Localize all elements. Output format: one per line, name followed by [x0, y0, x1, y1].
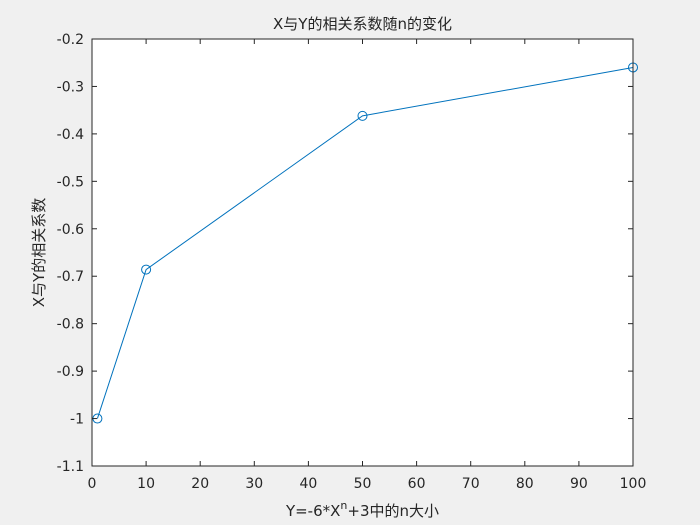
- y-tick-label: -1.1: [57, 459, 84, 475]
- x-tick-label: 30: [245, 476, 263, 492]
- x-tick-label: 70: [462, 476, 480, 492]
- y-axis-ticks: -0.2 -0.3 -0.4 -0.5 -0.6 -0.7 -0.8 -0.9 -1 -1.1: [57, 32, 633, 475]
- y-axis-title: X与Y的相关系数: [30, 198, 48, 307]
- data-point-marker: [141, 264, 152, 275]
- x-tick-label: 20: [191, 476, 209, 492]
- y-tick-label: -0.3: [57, 79, 84, 95]
- y-tick-label: -0.8: [57, 317, 84, 333]
- x-tick-label: 40: [299, 476, 317, 492]
- y-tick-label: -0.7: [57, 269, 84, 285]
- x-tick-label: 100: [620, 476, 647, 492]
- y-tick-label: -1: [70, 412, 84, 428]
- chart-title: X与Y的相关系数随n的变化: [273, 15, 452, 33]
- y-tick-label: -0.6: [57, 222, 84, 238]
- y-tick-label: -0.9: [57, 364, 84, 380]
- x-axis-title: Y=-6*Xn+3中的n大小: [285, 499, 439, 520]
- x-axis-title-base: Y=-6*X: [285, 502, 340, 520]
- y-tick-label: -0.2: [57, 32, 84, 48]
- plot-area: [92, 39, 633, 466]
- x-axis-ticks: 0 10 20 30 40 50 60 70 80 90 100: [88, 39, 647, 492]
- x-tick-label: 10: [137, 476, 155, 492]
- y-tick-label: -0.5: [57, 174, 84, 190]
- x-axis-title-superscript: n: [340, 499, 347, 512]
- y-tick-label: -0.4: [57, 127, 84, 143]
- x-tick-label: 60: [408, 476, 426, 492]
- series-line: [96, 66, 634, 419]
- x-tick-label: 0: [88, 476, 97, 492]
- x-tick-label: 50: [354, 476, 372, 492]
- x-tick-label: 80: [516, 476, 534, 492]
- data-point-marker: [357, 110, 368, 121]
- x-axis-title-suffix: +3中的n大小: [347, 502, 439, 520]
- x-tick-label: 90: [570, 476, 588, 492]
